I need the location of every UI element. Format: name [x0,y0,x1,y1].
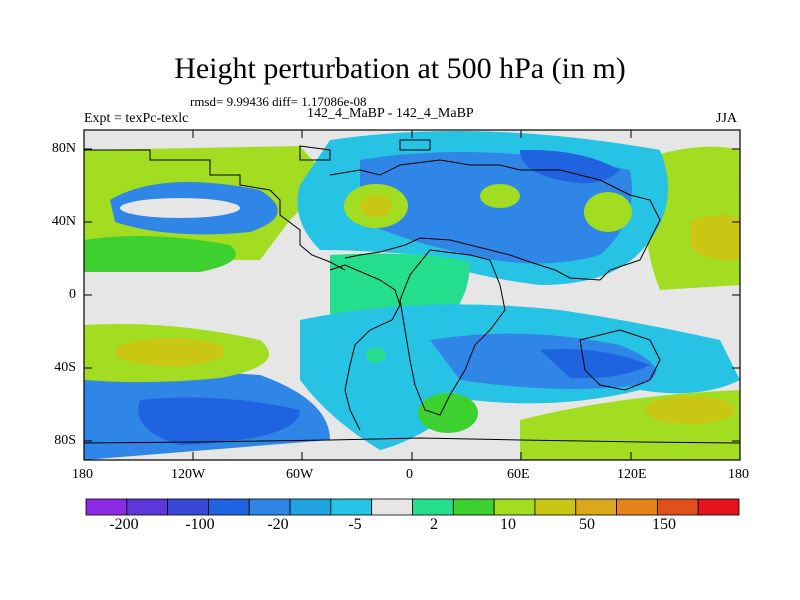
lon-tick-120w: 120W [171,467,206,482]
experiment-label: Expt = texPc-texlc [84,111,189,126]
coastline-south-america [329,264,401,431]
colorbar-label-150: 150 [652,516,676,533]
colorbar-swatch [167,498,209,516]
lon-tick-0: 0 [406,467,413,482]
positive-cell-south-small [366,347,386,363]
lat-tick-40s: 40S [54,360,76,375]
positive-region-west-core [84,236,236,272]
lon-tick-60w: 60W [286,467,314,482]
lat-tick-40n: 40N [51,214,76,229]
coastline-antarctica [84,437,740,444]
colorbar-swatch [208,498,250,516]
coastline-australia [579,329,661,391]
positive-cell-south-west-core [115,338,225,366]
coastlines [84,139,740,444]
colorbar-swatch [289,498,332,516]
positive-cell-40n-east [584,192,632,232]
colorbar-swatch [575,498,617,516]
negative-region-south-west-deep [138,397,300,445]
lon-tick-60e: 60E [507,467,530,482]
colorbar-swatch [85,498,128,516]
lat-tick-marks [84,148,740,442]
lon-tick-180e: 180 [728,467,749,482]
colorbar-label-10: 10 [500,516,516,533]
run-label: 142_4_MaBP - 142_4_MaBP [307,106,474,121]
colorbar-swatch [616,498,658,516]
negative-region-south-deep [540,349,650,379]
colorbar-label-neg20: -20 [267,516,289,533]
colorbar-label-neg200: -200 [109,516,139,533]
positive-cell-50n [480,184,520,208]
colorbar-swatch [126,498,169,516]
colorbar-swatch [248,498,291,516]
colorbar-label-neg100: -100 [185,516,215,533]
lat-tick-80n: 80N [51,141,76,156]
colorbar-swatch [412,498,454,516]
colorbar-swatch [452,498,495,516]
coastline-north-america [84,149,346,271]
colorbar-swatch [697,498,740,516]
contour-field [84,130,740,460]
colorbar-swatch [371,498,413,516]
coastline-eurasia [329,159,661,281]
lon-tick-marks [83,130,741,460]
colorbar-swatch [330,498,373,516]
negative-region-north-deep [520,149,620,184]
colorbar-swatch [656,498,699,516]
positive-region-north-east-core [690,215,740,261]
lon-tick-180w: 180 [72,467,93,482]
colorbar [85,498,740,516]
colorbar-swatch [493,498,536,516]
positive-cell-40n-mid-core [360,195,392,217]
lon-tick-120e: 120E [617,467,647,482]
positive-cell-south-mid [418,393,478,433]
colorbar-label-50: 50 [579,516,595,533]
positive-cell-south-east-core [645,396,735,424]
rmsd-stats: rmsd= 9.99436 diff= 1.17086e-08 [190,94,367,109]
lat-tick-80s: 80S [54,433,76,448]
colorbar-label-2: 2 [430,516,438,533]
coastline-arctic-islands [299,139,431,161]
season-label: JJA [716,111,738,126]
colorbar-swatch [534,498,577,516]
positive-cell-40n-west [120,198,240,218]
map-title: Height perturbation at 500 hPa (in m) [174,52,626,85]
lat-tick-0: 0 [69,287,76,302]
coastline-africa [399,249,506,416]
colorbar-label-neg5: -5 [348,516,362,533]
